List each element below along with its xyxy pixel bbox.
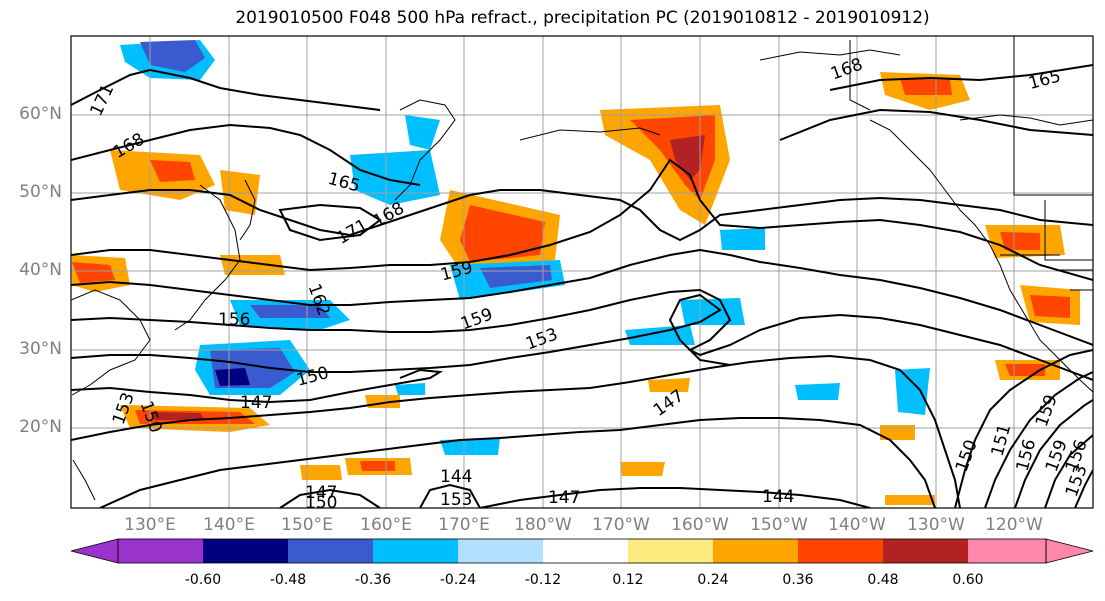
colorbar-segment [543,539,628,563]
lon-label: 160°E [360,515,412,535]
colorbar-segment [373,539,458,563]
colorbar-segment [203,539,288,563]
lon-label: 150°W [750,515,808,535]
contour-label: 153 [440,490,472,510]
contour-label: 144 [440,467,472,487]
lon-label: 160°W [671,515,729,535]
lat-label: 50°N [19,182,62,202]
lon-label: 130°E [124,515,176,535]
colorbar-segment [288,539,373,563]
lat-label: 20°N [19,417,62,437]
colorbar-segment [798,539,883,563]
colorbar-tick-label: -0.36 [354,572,392,588]
colorbar-tick-label: -0.60 [184,572,222,588]
lat-label: 30°N [19,339,62,359]
colorbar-segment [968,539,1046,563]
lon-label: 130°W [907,515,965,535]
height-contours [71,64,1093,508]
map-frame [70,35,1094,509]
contour-label: 147 [240,393,272,413]
coastlines [71,36,1093,501]
contour-label: 147 [548,488,580,508]
colorbar-segment [713,539,798,563]
colorbar-tick-label: 0.12 [612,572,644,588]
colorbar-segment [883,539,968,563]
lon-label: 140°E [203,515,255,535]
colorbar-segment [118,539,203,563]
lon-label: 120°W [985,515,1043,535]
colorbar-extend-min [70,538,119,564]
graticule [71,36,1093,508]
colorbar-extend-max [1045,538,1094,564]
colorbar-tick-label: 0.24 [697,572,729,588]
colorbar-tick-label: 0.36 [782,572,814,588]
colorbar-segment [628,539,713,563]
lon-label: 180°W [514,515,572,535]
contour-label: 147 [305,483,337,503]
lon-label: 140°W [828,515,886,535]
lon-label: 150°E [281,515,333,535]
colorbar [70,538,1094,564]
lon-label: 170°E [438,515,490,535]
lat-label: 40°N [19,260,62,280]
precip-shading [72,40,1080,505]
colorbar-tick-label: -0.12 [524,572,562,588]
contour-label: 144 [762,487,794,507]
colorbar-tick-label: 0.60 [952,572,984,588]
lon-label: 170°W [592,515,650,535]
colorbar-tick-label: -0.24 [439,572,477,588]
colorbar-tick-label: 0.48 [867,572,899,588]
colorbar-tick-label: -0.48 [269,572,307,588]
map-title: 2019010500 F048 500 hPa refract., precip… [235,8,930,28]
lat-label: 60°N [19,104,62,124]
contour-label: 156 [218,310,250,330]
contour-label: 150 [305,493,337,513]
colorbar-frame [117,538,1047,564]
colorbar-segment [458,539,543,563]
